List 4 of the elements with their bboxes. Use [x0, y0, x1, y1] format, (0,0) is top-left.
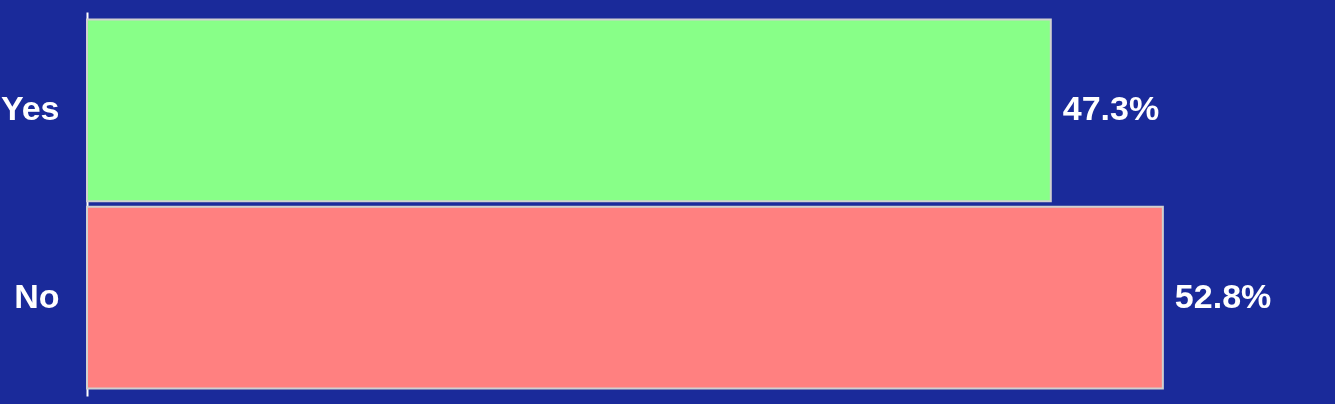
y-tick-label: Yes — [0, 89, 60, 128]
y-tick-label: No — [14, 276, 60, 315]
data-label: 52.8% — [1174, 276, 1272, 315]
data-label: 47.3% — [1062, 89, 1160, 128]
